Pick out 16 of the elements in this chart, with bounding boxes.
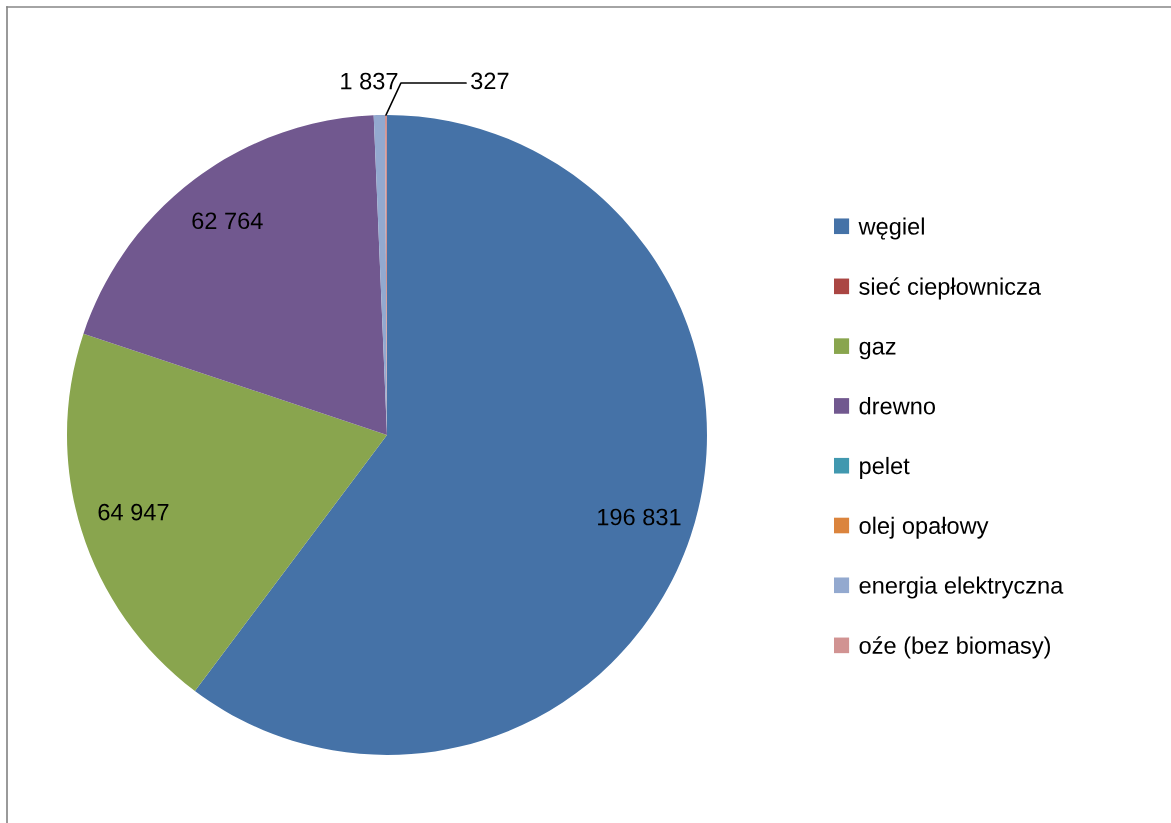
legend-label: oźe (bez biomasy)	[859, 636, 1050, 659]
data-label: 1 837	[341, 72, 398, 90]
pie-slice	[83, 115, 387, 435]
data-label: 196 831	[598, 508, 681, 526]
pie-slice	[194, 115, 707, 755]
data-label: 62 764	[192, 212, 263, 230]
data-label: 64 947	[98, 503, 169, 521]
pie-slice	[67, 333, 387, 691]
data-label: 327	[471, 72, 509, 90]
legend-label: olej opałowy	[859, 516, 989, 539]
legend-label: pelet	[860, 456, 910, 479]
legend-label: sieć ciepłownicza	[859, 277, 1041, 300]
legend-label: drewno	[859, 397, 935, 415]
legend-label: węgiel	[858, 217, 924, 240]
legend-label: gaz	[859, 341, 896, 360]
legend-label: energia elektryczna	[859, 576, 1064, 599]
